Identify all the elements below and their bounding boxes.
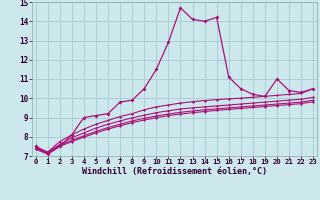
X-axis label: Windchill (Refroidissement éolien,°C): Windchill (Refroidissement éolien,°C) xyxy=(82,167,267,176)
